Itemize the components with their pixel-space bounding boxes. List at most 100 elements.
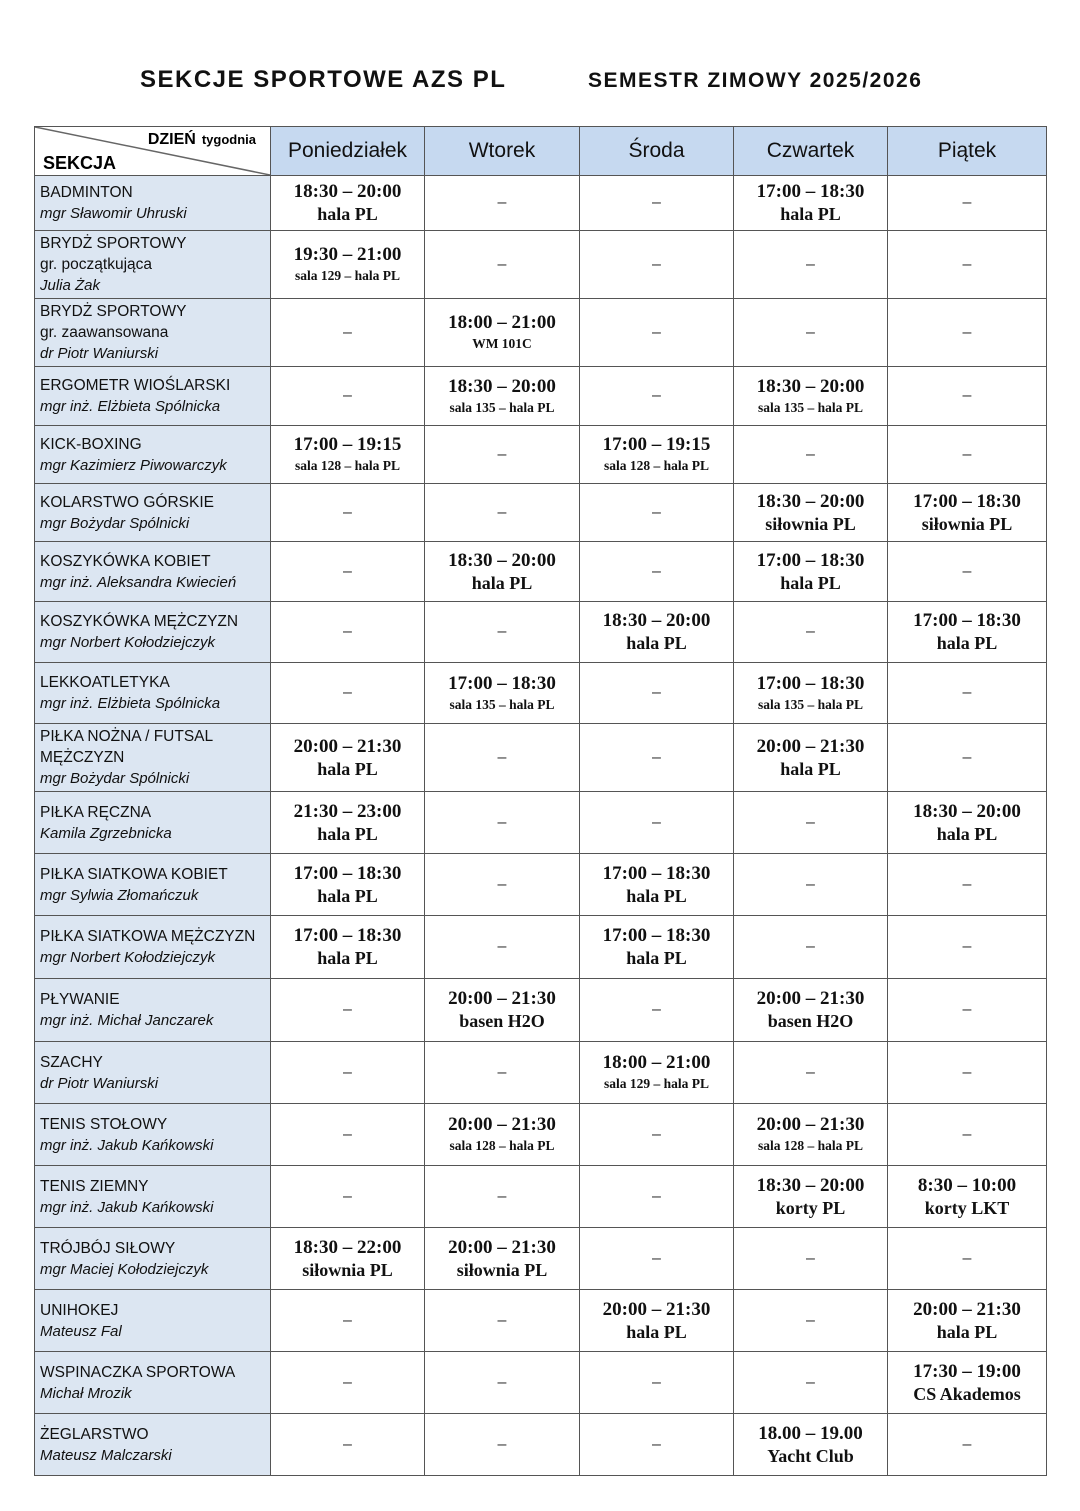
time-range: 18:30 – 20:00 [756, 375, 865, 397]
schedule-cell: 18:30 – 20:00 hala PL [579, 601, 734, 663]
schedule-cell: 20:00 – 21:30 basen H2O [424, 978, 580, 1042]
empty-dash: – [962, 938, 972, 955]
schedule-cell-empty: – [579, 298, 734, 367]
table-row: PIŁKA SIATKOWA MĘŻCZYZN mgr Norbert Kołod… [34, 915, 1047, 979]
empty-dash: – [652, 503, 661, 521]
schedule-cell-empty: – [424, 425, 580, 484]
schedule-cell-empty: – [887, 978, 1047, 1042]
empty-dash: – [652, 255, 661, 273]
empty-dash: – [497, 255, 507, 273]
schedule-cell: 18:00 – 21:00 sala 129 – hala PL [579, 1041, 734, 1104]
schedule-cell-empty: – [270, 483, 425, 542]
empty-dash: – [806, 323, 815, 341]
empty-dash: – [652, 813, 661, 831]
location: sala 135 – hala PL [757, 696, 863, 712]
schedule-cell-empty: – [579, 978, 734, 1042]
time-range: 8:30 – 10:00 [917, 1174, 1017, 1196]
empty-dash: – [806, 1311, 815, 1329]
section-name: PIŁKA RĘCZNA [40, 803, 152, 821]
schedule-cell-empty: – [270, 1165, 425, 1228]
section-group: gr. zaawansowana [40, 324, 169, 341]
schedule-cell-empty: – [424, 175, 580, 231]
time-range: 18:30 – 20:00 [913, 800, 1021, 822]
schedule-cell: 18:30 – 20:00 sala 135 – hala PL [424, 366, 580, 426]
empty-dash: – [343, 623, 352, 640]
schedule-cell-empty: – [270, 298, 425, 367]
time-range: 18:30 – 22:00 [293, 1236, 402, 1258]
header-row: DZIEŃ tygodnia SEKCJA Poniedziałek Wtorek… [34, 126, 1047, 176]
schedule-cell: 19:30 – 21:00 sala 129 – hala PL [270, 230, 425, 299]
empty-dash: – [962, 684, 972, 701]
time-range: 17:00 – 18:30 [293, 925, 402, 946]
schedule-cell-empty: – [424, 601, 580, 663]
section-cell: BRYDŻ SPORTOWY gr. zaawansowana dr Piotr W… [34, 298, 271, 367]
time-range: 18:30 – 20:00 [756, 490, 865, 512]
schedule-cell: 20:00 – 21:30 hala PL [733, 723, 888, 792]
empty-dash: – [962, 1001, 972, 1018]
schedule-cell-empty: – [270, 978, 425, 1042]
section-name: PIŁKA NOŻNA / FUTSAL MĘŻCZYZN [40, 728, 213, 766]
location: hala PL [780, 758, 841, 779]
empty-dash: – [652, 684, 661, 701]
schedule-cell-empty: – [424, 791, 580, 854]
empty-dash: – [962, 562, 972, 580]
empty-dash: – [806, 813, 815, 831]
schedule-cell-empty: – [733, 791, 888, 854]
schedule-cell-empty: – [579, 1103, 734, 1166]
empty-dash: – [962, 1435, 972, 1453]
schedule-cell-empty: – [887, 1413, 1047, 1476]
schedule-cell-empty: – [887, 853, 1047, 916]
empty-dash: – [343, 503, 352, 521]
time-range: 17:00 – 18:30 [756, 672, 865, 694]
time-range: 17:30 – 19:00 [913, 1360, 1021, 1382]
empty-dash: – [343, 1063, 352, 1081]
instructor-name: mgr Kazimierz Piwowarczyk [40, 456, 227, 474]
section-cell: ŻEGLARSTWO Mateusz Malczarski [34, 1413, 271, 1476]
location: hala PL [626, 633, 687, 653]
section-cell: TRÓJBÓJ SIŁOWY mgr Maciej Kołodziejczyk [34, 1227, 271, 1290]
schedule-cell-empty: – [579, 1227, 734, 1290]
day-header-tuesday: Wtorek [424, 126, 580, 176]
time-range: 17:00 – 18:30 [913, 610, 1021, 631]
schedule-cell: 18:30 – 22:00 siłownia PL [270, 1227, 425, 1290]
schedule-cell-empty: – [424, 1289, 580, 1352]
location: sala 128 – hala PL [603, 458, 709, 473]
location: sala 128 – hala PL [294, 458, 400, 473]
schedule-cell-empty: – [887, 425, 1047, 484]
table-row: BRYDŻ SPORTOWY gr. początkująca Julia Żak 1… [34, 230, 1047, 299]
instructor-name: mgr Bożydar Spólnicki [40, 770, 190, 787]
section-cell: PIŁKA RĘCZNA Kamila Zgrzebnicka [34, 791, 271, 854]
location: korty PL [775, 1197, 846, 1218]
empty-dash: – [497, 194, 507, 211]
empty-dash: – [962, 1249, 972, 1267]
time-range: 17:00 – 19:15 [602, 434, 711, 455]
corner-header: DZIEŃ tygodnia SEKCJA [34, 126, 271, 176]
section-cell: ERGOMETR WIOŚLARSKI mgr inż. Elżbieta Spó… [34, 366, 271, 426]
instructor-name: dr Piotr Waniurski [40, 345, 159, 362]
empty-dash: – [962, 748, 972, 766]
time-range: 18:30 – 20:00 [756, 1174, 865, 1196]
empty-dash: – [962, 255, 972, 273]
schedule-cell: 17:00 – 18:30 hala PL [733, 541, 888, 602]
week-label: tygodnia [201, 132, 256, 147]
section-cell: PIŁKA NOŻNA / FUTSAL MĘŻCZYZN mgr Bożydar… [34, 723, 271, 792]
empty-dash: – [652, 1249, 661, 1267]
location: sala 135 – hala PL [757, 399, 863, 415]
schedule-cell: 20:00 – 21:30 hala PL [270, 723, 425, 792]
time-range: 20:00 – 21:30 [448, 988, 556, 1009]
empty-dash: – [343, 1311, 352, 1329]
schedule-cell-empty: – [887, 541, 1047, 602]
section-name: LEKKOATLETYKA [40, 674, 170, 691]
table-row: KOSZYKÓWKA MĘŻCZYZN mgr Norbert Kołodziej… [34, 601, 1047, 663]
section-name: PŁYWANIE [40, 991, 120, 1008]
time-range: 17:00 – 18:30 [602, 862, 711, 884]
schedule-cell: 18:00 – 21:00 WM 101C [424, 298, 580, 367]
section-cell: BRYDŻ SPORTOWY gr. początkująca Julia Żak [34, 230, 271, 299]
empty-dash: – [806, 255, 815, 273]
schedule-cell: 20:00 – 21:30 hala PL [887, 1289, 1047, 1352]
table-row: KICK-BOXING mgr Kazimierz Piwowarczyk 17:0… [34, 425, 1047, 484]
section-cell: KOSZYKÓWKA KOBIET mgr inż. Aleksandra Kwi… [34, 541, 271, 602]
section-name: KOLARSTWO GÓRSKIE [40, 493, 214, 511]
location: sala 129 – hala PL [603, 1076, 709, 1091]
location: hala PL [626, 948, 687, 968]
